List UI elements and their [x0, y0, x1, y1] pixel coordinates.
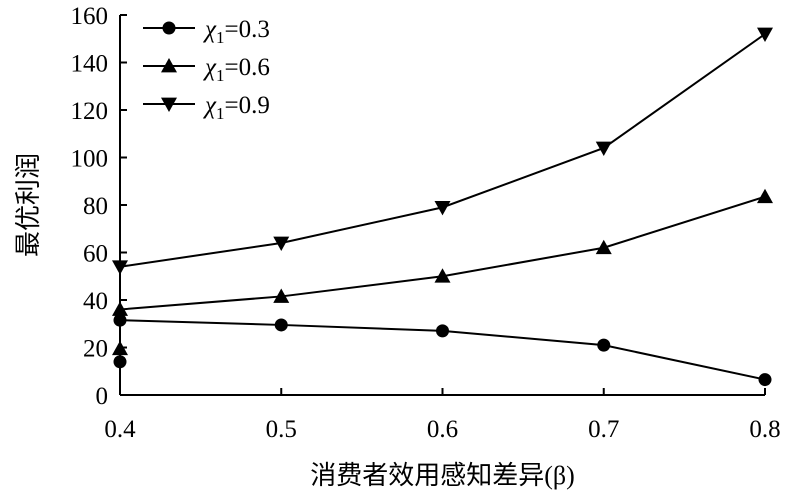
data-point [112, 260, 128, 275]
y-axis-title: 最优利润 [14, 153, 43, 257]
legend-item: χ1=0.9 [143, 92, 270, 123]
axes: 0 20 40 60 80 100 120 140 160 0.4 0.5 0.6 0.7 0.8 [71, 3, 781, 443]
legend-label: χ1=0.6 [203, 54, 270, 85]
legend: χ1=0.3 χ1=0.6 χ1=0.9 [143, 16, 270, 123]
series-2 [112, 188, 773, 316]
data-point [273, 236, 290, 251]
data-point [112, 301, 128, 316]
series-1 [113, 313, 772, 387]
x-tick-label: 0.7 [588, 416, 619, 443]
data-point [273, 288, 290, 303]
y-tick-label: 20 [83, 336, 108, 363]
y-tick-label: 60 [83, 241, 108, 268]
data-point [113, 313, 127, 327]
x-tick-label: 0.6 [427, 416, 458, 443]
data-point [595, 141, 612, 156]
y-tick-label: 40 [83, 288, 108, 315]
data-point [113, 355, 127, 369]
data-point [112, 340, 128, 356]
x-tick-label: 0.8 [749, 416, 780, 443]
legend-label: χ1=0.3 [203, 16, 270, 47]
legend-marker [161, 97, 177, 112]
data-point [436, 324, 449, 338]
y-tick-label: 80 [83, 193, 108, 220]
data-point [757, 188, 773, 204]
y-tick-label: 0 [96, 383, 109, 410]
series-3 [112, 27, 773, 275]
data-point [434, 268, 451, 283]
y-tick-label: 120 [71, 98, 109, 125]
x-axis-title: 消费者效用感知差异(β) [310, 461, 575, 490]
data-point [434, 200, 451, 216]
data-point [758, 373, 772, 387]
data-point [274, 318, 288, 332]
x-tick-label: 0.5 [266, 416, 297, 443]
y-tick-label: 140 [71, 51, 109, 78]
legend-item: χ1=0.6 [143, 54, 270, 85]
legend-marker [161, 58, 177, 73]
series-layer [112, 27, 773, 387]
legend-item: χ1=0.3 [143, 16, 270, 47]
legend-label: χ1=0.9 [203, 92, 270, 123]
data-point [597, 338, 611, 352]
data-point [595, 239, 612, 255]
x-tick-label: 0.4 [104, 416, 136, 443]
legend-marker [162, 21, 176, 35]
y-tick-label: 160 [71, 3, 109, 30]
data-point [757, 27, 773, 42]
y-tick-label: 100 [71, 146, 109, 173]
